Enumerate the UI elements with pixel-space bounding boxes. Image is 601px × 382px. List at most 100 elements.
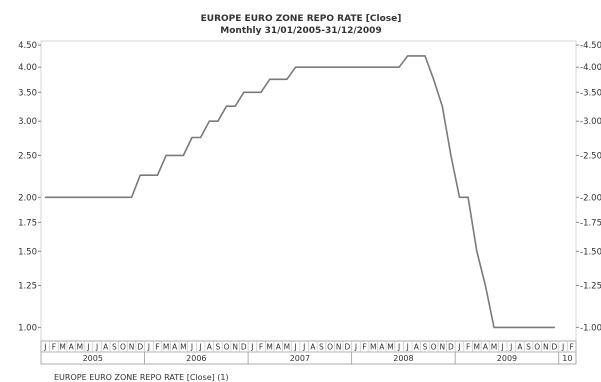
data-point xyxy=(424,55,426,57)
data-point xyxy=(182,154,184,157)
y-tick-label-right: -3.50 xyxy=(580,88,601,98)
y-tick-label-left: 2.50 xyxy=(18,151,37,161)
y-tick-label-right: -4.00 xyxy=(580,63,601,73)
data-point xyxy=(355,66,357,68)
month-label: M xyxy=(266,343,272,352)
chart-title: EUROPE EURO ZONE REPO RATE [Close] xyxy=(201,14,402,24)
data-point xyxy=(113,196,115,198)
y-tick-label-left: 3.50 xyxy=(18,88,37,98)
year-label: 2007 xyxy=(290,354,310,363)
data-point xyxy=(70,196,72,198)
data-point xyxy=(320,66,323,68)
month-label: A xyxy=(379,343,385,352)
month-label: J xyxy=(397,343,400,352)
year-label: 2005 xyxy=(83,354,103,363)
data-point xyxy=(260,91,262,93)
y-tick-label-left: 3.00 xyxy=(18,117,37,127)
month-label: J xyxy=(190,343,193,352)
data-point xyxy=(389,66,392,68)
y-tick-label-left: 1.00 xyxy=(18,323,37,333)
data-point xyxy=(441,105,443,107)
series-line-path xyxy=(45,55,555,329)
month-label: N xyxy=(439,343,445,352)
data-point xyxy=(450,154,452,157)
series-line xyxy=(44,55,556,329)
y-tick-label-left: 1.50 xyxy=(18,247,37,257)
month-label: M xyxy=(284,343,290,352)
data-point xyxy=(519,326,521,328)
y-tick-label-left: 4.50 xyxy=(18,41,37,51)
data-point xyxy=(553,326,556,328)
month-label: M xyxy=(370,343,376,352)
y-tick-label-left: 4.00 xyxy=(18,63,37,73)
data-point xyxy=(363,66,366,68)
data-point xyxy=(122,196,124,198)
data-point xyxy=(191,136,193,139)
y-tick-label-left: 2.00 xyxy=(18,193,37,203)
month-label: O xyxy=(224,343,230,352)
y-tick-label-right: -1.25 xyxy=(580,282,601,292)
month-label: M xyxy=(59,343,65,352)
month-label: S xyxy=(526,343,531,352)
data-point xyxy=(484,284,486,287)
y-tick-label-right: -1.00 xyxy=(580,323,601,333)
month-label: D xyxy=(552,343,558,352)
month-label: J xyxy=(43,343,46,352)
month-label: A xyxy=(483,343,489,352)
data-point xyxy=(433,78,435,80)
y-tick-label-right: -2.50 xyxy=(580,151,601,161)
month-label: J xyxy=(561,343,564,352)
data-point xyxy=(527,326,530,328)
data-point xyxy=(536,326,538,328)
month-label: J xyxy=(457,343,460,352)
month-label: A xyxy=(207,343,213,352)
month-label: J xyxy=(293,343,296,352)
month-label: O xyxy=(327,343,333,352)
data-point xyxy=(87,196,90,198)
data-point xyxy=(493,326,495,328)
data-point xyxy=(139,174,141,176)
data-point xyxy=(312,66,314,68)
month-label: N xyxy=(129,343,135,352)
y-tick-label-left: 1.25 xyxy=(18,282,37,292)
y-tick-label-right: -1.75 xyxy=(580,218,601,228)
month-label: D xyxy=(241,343,247,352)
month-label: M xyxy=(491,343,497,352)
legend-entry: EUROPE EURO ZONE REPO RATE [Close] (1) xyxy=(54,373,229,382)
y-tick-label-left: 1.75 xyxy=(18,218,37,228)
data-point xyxy=(96,196,98,198)
data-point xyxy=(208,120,210,122)
month-label: J xyxy=(509,343,512,352)
month-label: O xyxy=(120,343,126,352)
month-label: J xyxy=(250,343,253,352)
month-label: N xyxy=(336,343,342,352)
month-label: M xyxy=(163,343,169,352)
month-label: F xyxy=(155,343,159,352)
month-label: D xyxy=(137,343,143,352)
year-label: 2009 xyxy=(497,354,517,363)
data-point xyxy=(303,66,305,68)
month-label: A xyxy=(69,343,75,352)
data-point xyxy=(467,196,469,198)
data-point xyxy=(44,196,46,198)
month-label: S xyxy=(216,343,221,352)
data-point xyxy=(156,174,159,176)
month-label: O xyxy=(534,343,540,352)
data-point xyxy=(476,250,478,252)
data-point xyxy=(545,326,547,328)
data-point xyxy=(251,91,254,93)
month-label: J xyxy=(354,343,357,352)
data-point xyxy=(338,66,340,68)
month-label: J xyxy=(95,343,98,352)
y-tick-label-right: -4.50 xyxy=(580,41,601,51)
data-point xyxy=(131,196,133,198)
data-point xyxy=(294,66,297,68)
month-label: D xyxy=(344,343,350,352)
year-label: 10 xyxy=(562,354,572,363)
year-label: 2006 xyxy=(186,354,206,363)
y-tick-label-right: -1.50 xyxy=(580,247,601,257)
data-point xyxy=(61,196,64,198)
chart-subtitle: Monthly 31/01/2005-31/12/2009 xyxy=(220,26,381,36)
